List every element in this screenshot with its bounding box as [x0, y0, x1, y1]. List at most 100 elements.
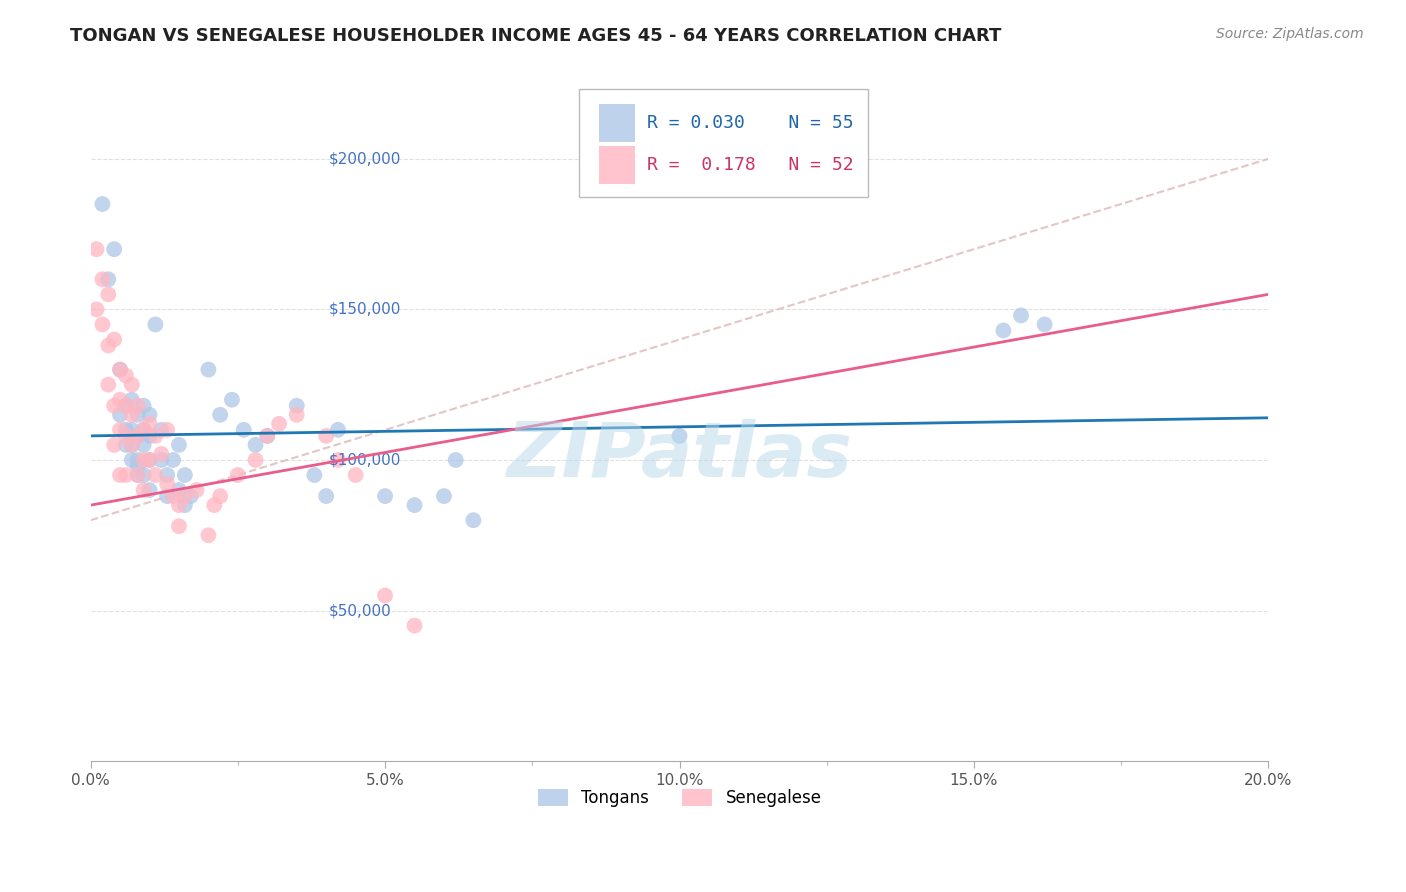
Point	[138, 453, 160, 467]
Point	[97, 272, 120, 286]
Point	[103, 242, 125, 256]
FancyBboxPatch shape	[579, 89, 868, 196]
Point	[86, 242, 108, 256]
Legend: Tongans, Senegalese: Tongans, Senegalese	[529, 780, 830, 815]
Point	[115, 399, 138, 413]
Point	[97, 287, 120, 301]
Point	[209, 408, 232, 422]
Point	[115, 468, 138, 483]
Point	[374, 589, 396, 603]
Point	[121, 423, 143, 437]
Point	[245, 453, 267, 467]
Point	[433, 489, 456, 503]
Point	[162, 489, 184, 503]
Point	[167, 483, 190, 497]
Point	[173, 489, 195, 503]
Point	[132, 438, 155, 452]
Point	[132, 423, 155, 437]
Point	[1010, 309, 1032, 323]
Point	[344, 468, 367, 483]
Point	[404, 618, 426, 632]
Point	[285, 408, 308, 422]
Point	[162, 453, 184, 467]
Point	[127, 458, 149, 473]
Point	[127, 468, 149, 483]
Point	[132, 453, 155, 467]
Point	[167, 498, 190, 512]
Text: R =  0.178   N = 52: R = 0.178 N = 52	[647, 156, 853, 174]
Point	[304, 468, 326, 483]
Point	[245, 438, 267, 452]
Point	[993, 324, 1015, 338]
Point	[108, 392, 131, 407]
Point	[173, 468, 195, 483]
Point	[221, 392, 243, 407]
Point	[121, 408, 143, 422]
Point	[173, 498, 195, 512]
Point	[97, 338, 120, 352]
Point	[108, 362, 131, 376]
Point	[326, 423, 349, 437]
Point	[138, 453, 160, 467]
Point	[156, 489, 179, 503]
Point	[180, 489, 202, 503]
Point	[121, 438, 143, 452]
Point	[150, 447, 173, 461]
Point	[97, 377, 120, 392]
Point	[115, 438, 138, 452]
Point	[91, 197, 114, 211]
Point	[132, 483, 155, 497]
Text: TONGAN VS SENEGALESE HOUSEHOLDER INCOME AGES 45 - 64 YEARS CORRELATION CHART: TONGAN VS SENEGALESE HOUSEHOLDER INCOME …	[70, 27, 1001, 45]
Point	[156, 477, 179, 491]
Text: $100,000: $100,000	[329, 452, 401, 467]
Point	[150, 423, 173, 437]
Point	[315, 429, 337, 443]
Point	[374, 489, 396, 503]
Point	[209, 489, 232, 503]
Point	[127, 453, 149, 467]
Point	[1033, 318, 1056, 332]
Point	[463, 513, 485, 527]
Point	[115, 399, 138, 413]
Point	[115, 429, 138, 443]
Point	[186, 483, 208, 497]
Point	[121, 453, 143, 467]
Point	[138, 429, 160, 443]
Point	[156, 423, 179, 437]
Text: $200,000: $200,000	[329, 152, 401, 166]
Point	[138, 417, 160, 431]
Point	[127, 408, 149, 422]
Point	[108, 362, 131, 376]
Point	[91, 318, 114, 332]
Point	[127, 399, 149, 413]
Point	[132, 468, 155, 483]
Point	[103, 399, 125, 413]
Point	[138, 408, 160, 422]
Point	[127, 429, 149, 443]
Point	[132, 423, 155, 437]
Point	[127, 429, 149, 443]
Point	[197, 528, 219, 542]
Point	[226, 468, 249, 483]
Point	[108, 408, 131, 422]
Point	[167, 519, 190, 533]
FancyBboxPatch shape	[599, 146, 634, 184]
Point	[127, 468, 149, 483]
Point	[121, 392, 143, 407]
Point	[285, 399, 308, 413]
Text: $50,000: $50,000	[329, 603, 391, 618]
Point	[232, 423, 254, 437]
Point	[108, 468, 131, 483]
Point	[115, 368, 138, 383]
Text: ZIPatlas: ZIPatlas	[506, 419, 852, 493]
Text: $150,000: $150,000	[329, 301, 401, 317]
Point	[197, 362, 219, 376]
Point	[156, 468, 179, 483]
Point	[91, 272, 114, 286]
Point	[115, 423, 138, 437]
Point	[103, 438, 125, 452]
Point	[167, 438, 190, 452]
Point	[326, 453, 349, 467]
Point	[145, 429, 167, 443]
Point	[150, 453, 173, 467]
